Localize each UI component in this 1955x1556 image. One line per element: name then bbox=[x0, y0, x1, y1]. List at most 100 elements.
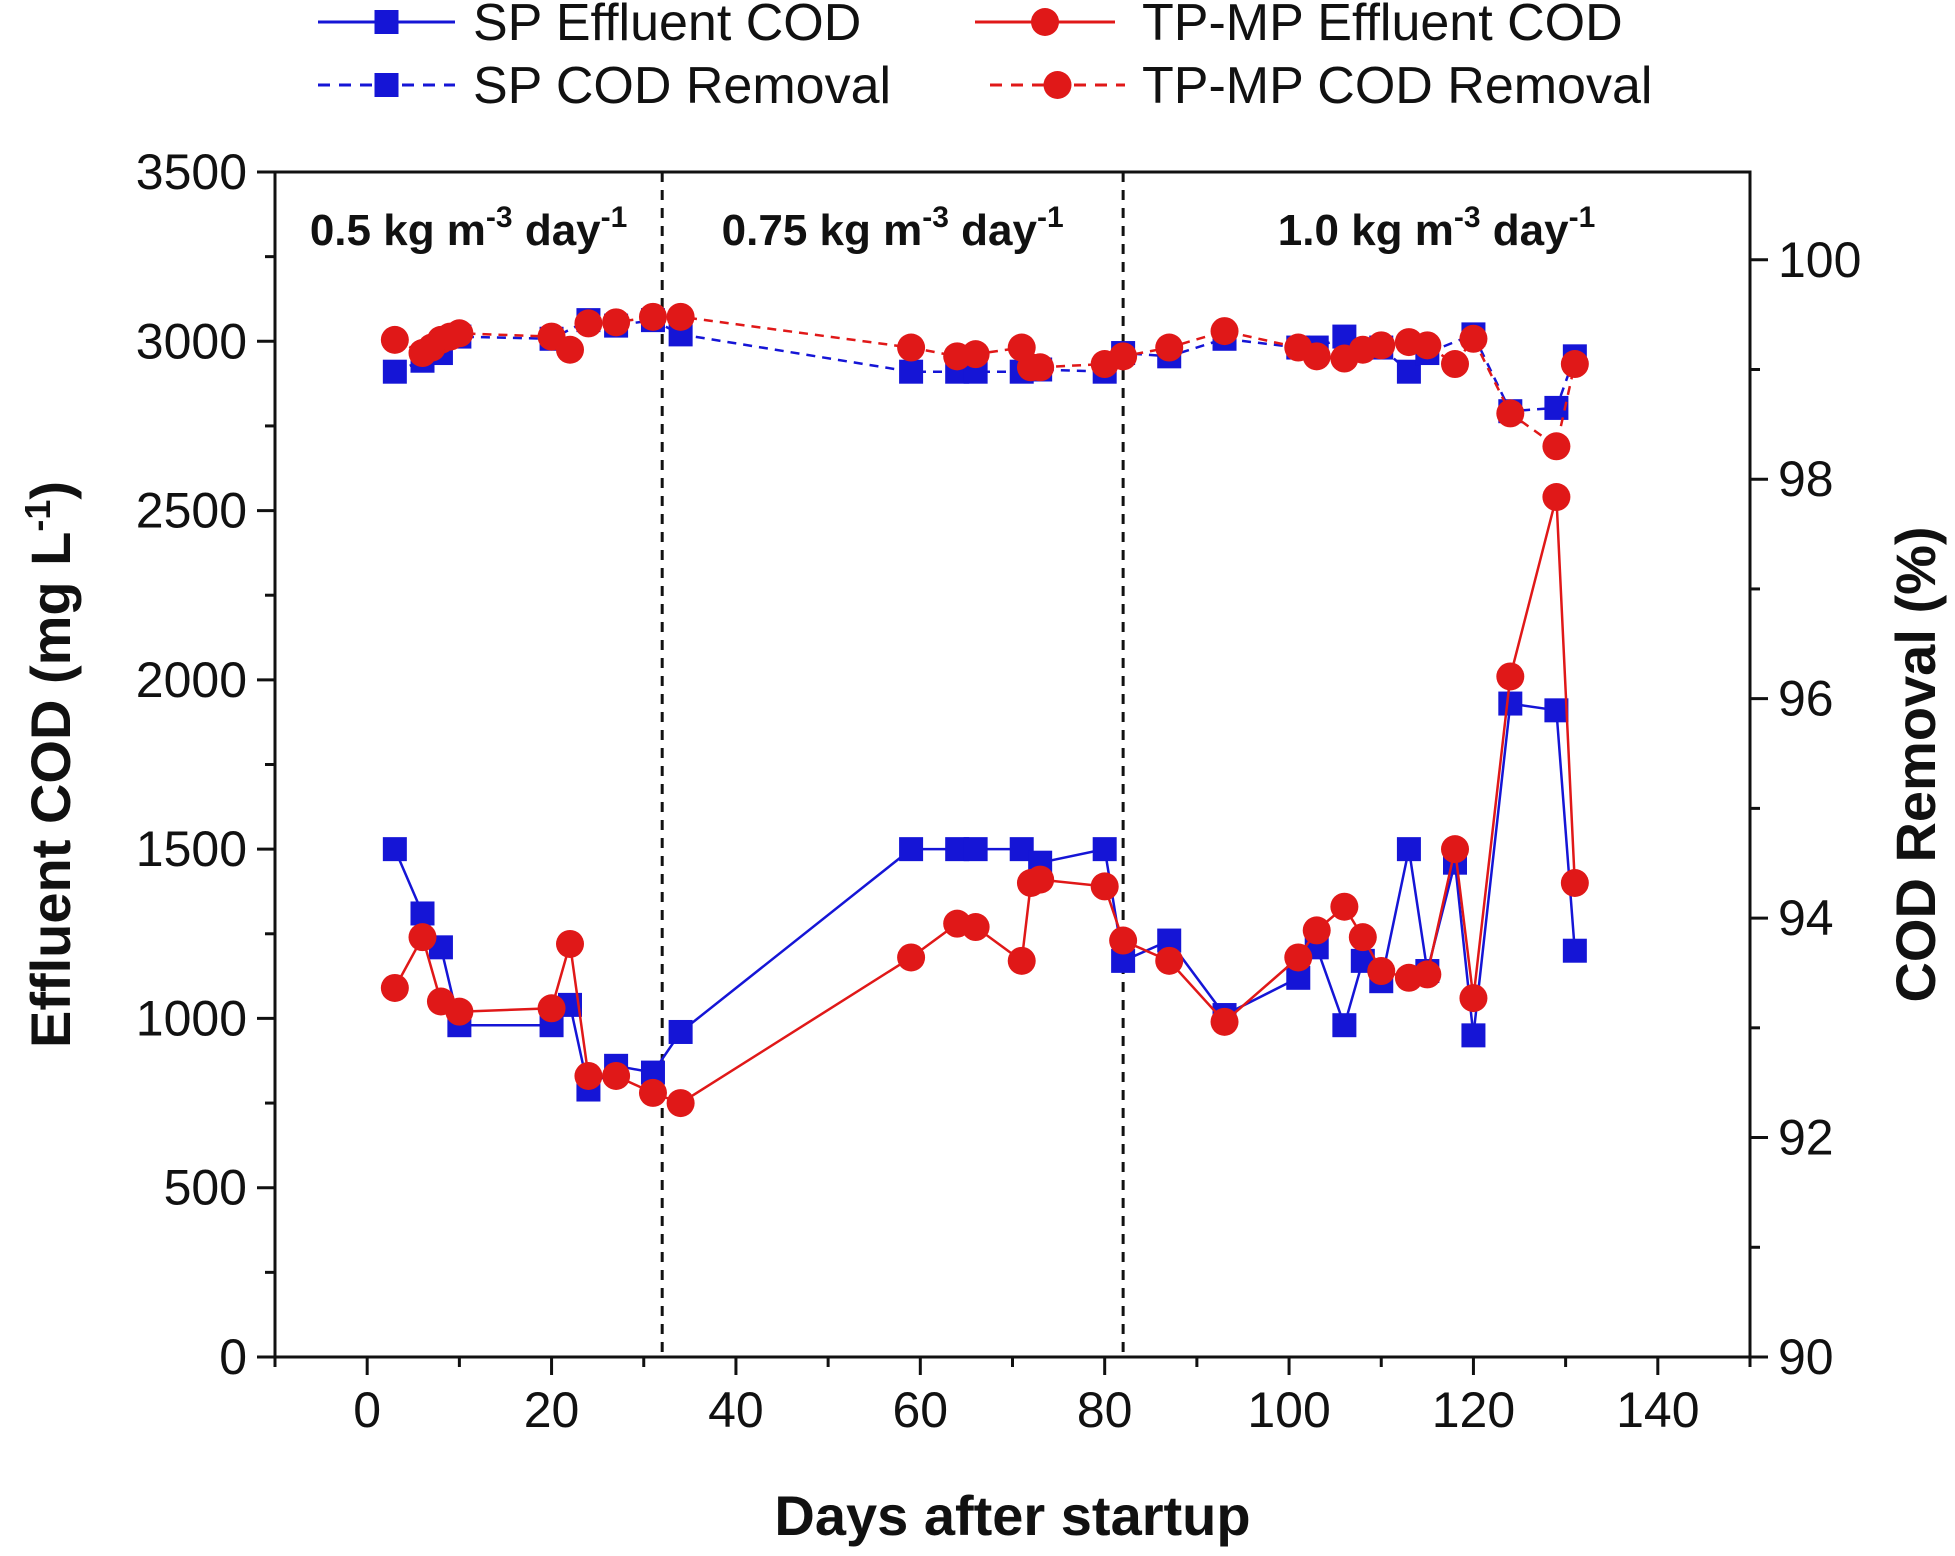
tp-mp-effluent-cod-point bbox=[1109, 926, 1138, 955]
y-left-tick-label: 2500 bbox=[136, 483, 247, 539]
tp-mp-cod-removal-point bbox=[380, 325, 409, 354]
sp-effluent-cod-point bbox=[1461, 1023, 1486, 1048]
sp-effluent-cod-point bbox=[1498, 691, 1523, 716]
sp-effluent-cod-point bbox=[668, 1019, 693, 1044]
tp-mp-effluent-cod-point bbox=[1413, 960, 1442, 989]
y-left-tick-label: 500 bbox=[164, 1160, 247, 1216]
y-right-tick-label: 94 bbox=[1778, 890, 1834, 946]
sp-effluent-cod-point bbox=[1092, 837, 1117, 862]
sp-effluent-cod-point bbox=[382, 837, 407, 862]
tp-mp-cod-removal-point bbox=[1459, 324, 1488, 353]
tp-mp-cod-removal-point bbox=[961, 340, 990, 369]
tp-mp-effluent-cod-point bbox=[556, 929, 584, 958]
legend-marker-tp-mp-effluent-cod bbox=[1031, 8, 1059, 36]
tp-mp-effluent-cod-point bbox=[1284, 943, 1313, 972]
tp-mp-effluent-cod-point bbox=[666, 1089, 695, 1118]
tp-mp-effluent-cod-point bbox=[1090, 872, 1119, 901]
tp-mp-effluent-cod-point bbox=[1496, 662, 1525, 691]
tp-mp-effluent-cod-point bbox=[1441, 835, 1469, 864]
tp-mp-cod-removal-point bbox=[1441, 350, 1469, 379]
sp-effluent-cod-line bbox=[393, 702, 1577, 1092]
tp-mp-effluent-cod-point bbox=[1007, 946, 1036, 975]
x-axis-title: Days after startup bbox=[774, 1484, 1250, 1547]
legend-marker-tp-mp-cod-removal bbox=[1043, 71, 1072, 99]
tp-mp-cod-removal-point bbox=[602, 308, 631, 337]
tp-mp-effluent-cod-point bbox=[408, 923, 437, 952]
sp-effluent-cod-point bbox=[963, 837, 988, 862]
tp-mp-effluent-cod-point bbox=[602, 1061, 631, 1090]
sp-effluent-cod-point bbox=[1562, 938, 1587, 963]
tp-mp-effluent-cod-point bbox=[1542, 483, 1571, 512]
y-left-tick-label: 2000 bbox=[136, 652, 247, 708]
tp-mp-cod-removal-point bbox=[1413, 331, 1442, 360]
tp-mp-cod-removal-point bbox=[574, 309, 603, 338]
legend-label-sp-cod-removal: SP COD Removal bbox=[473, 57, 891, 115]
tp-mp-cod-removal-point bbox=[638, 302, 667, 331]
sp-effluent-cod-point bbox=[1544, 698, 1569, 723]
tp-mp-cod-removal-point bbox=[1302, 342, 1331, 371]
tp-mp-cod-removal-point bbox=[1026, 353, 1055, 382]
y-right-tick-label: 98 bbox=[1778, 451, 1834, 507]
tp-mp-effluent-cod-point bbox=[897, 943, 926, 972]
tp-mp-cod-removal-point bbox=[1560, 350, 1589, 379]
x-tick-label: 120 bbox=[1432, 1382, 1515, 1438]
y-left-tick-label: 0 bbox=[219, 1329, 247, 1385]
x-tick-label: 140 bbox=[1616, 1382, 1699, 1438]
tp-mp-cod-removal-point bbox=[1496, 399, 1525, 428]
tp-mp-cod-removal-point bbox=[1210, 317, 1239, 346]
tp-mp-effluent-cod-point bbox=[574, 1061, 603, 1090]
x-tick-label: 60 bbox=[893, 1382, 949, 1438]
tp-mp-effluent-cod-point bbox=[1330, 892, 1359, 921]
tp-mp-effluent-cod-point bbox=[1026, 865, 1055, 894]
sp-effluent-cod-point bbox=[899, 837, 924, 862]
tp-mp-cod-removal-point bbox=[1109, 342, 1138, 371]
tp-mp-effluent-cod-point bbox=[638, 1078, 667, 1107]
sp-effluent-cod-point bbox=[410, 901, 435, 926]
tp-mp-cod-removal-point bbox=[445, 319, 474, 348]
phase-label: 0.5 kg m-3 day-1 bbox=[310, 201, 628, 255]
sp-effluent-cod-point bbox=[1332, 1013, 1357, 1038]
legend-marker-sp-effluent-cod bbox=[374, 10, 399, 34]
y-left-tick-label: 1500 bbox=[136, 821, 247, 877]
y-right-axis-title: COD Removal (%) bbox=[1884, 526, 1947, 1002]
tp-mp-cod-removal-point bbox=[1367, 331, 1396, 360]
tp-mp-effluent-cod-point bbox=[537, 994, 566, 1023]
tp-mp-effluent-cod-point bbox=[961, 913, 990, 942]
sp-cod-removal-point bbox=[899, 359, 924, 384]
tp-mp-effluent-cod-point bbox=[1560, 869, 1589, 897]
y-right-tick-label: 100 bbox=[1778, 232, 1861, 288]
x-tick-label: 0 bbox=[353, 1382, 381, 1438]
tp-mp-effluent-cod-point bbox=[445, 997, 474, 1026]
legend-marker-sp-cod-removal bbox=[374, 73, 399, 97]
tp-mp-cod-removal-point bbox=[556, 335, 584, 364]
tp-mp-cod-removal-point bbox=[1155, 333, 1184, 362]
phase-label: 1.0 kg m-3 day-1 bbox=[1278, 201, 1596, 255]
x-tick-label: 80 bbox=[1077, 1382, 1133, 1438]
legend-label-sp-effluent-cod: SP Effluent COD bbox=[473, 0, 861, 52]
y-left-axis-title: Effluent COD (mg L-1) bbox=[17, 481, 82, 1048]
x-tick-label: 100 bbox=[1247, 1382, 1330, 1438]
legend-label-tp-mp-effluent-cod: TP-MP Effluent COD bbox=[1142, 0, 1623, 52]
y-left-tick-label: 3000 bbox=[136, 313, 247, 369]
y-right-tick-label: 96 bbox=[1778, 671, 1834, 727]
tp-mp-cod-removal-point bbox=[897, 333, 926, 362]
y-left-tick-label: 1000 bbox=[136, 990, 247, 1046]
tp-mp-effluent-cod-point bbox=[1367, 957, 1396, 986]
legend-label-tp-mp-cod-removal: TP-MP COD Removal bbox=[1142, 57, 1652, 115]
y-right-tick-label: 92 bbox=[1778, 1110, 1834, 1166]
phase-label: 0.75 kg m-3 day-1 bbox=[722, 201, 1064, 255]
sp-cod-removal-point bbox=[382, 359, 407, 384]
tp-mp-cod-removal-point bbox=[1542, 432, 1571, 461]
x-tick-label: 40 bbox=[708, 1382, 764, 1438]
sp-effluent-cod-point bbox=[1396, 837, 1421, 862]
y-right-tick-label: 90 bbox=[1778, 1329, 1834, 1385]
tp-mp-effluent-cod-point bbox=[1210, 1007, 1239, 1036]
x-tick-label: 20 bbox=[524, 1382, 580, 1438]
y-left-tick-label: 3500 bbox=[136, 144, 247, 200]
tp-mp-effluent-cod-point bbox=[380, 973, 409, 1002]
tp-mp-effluent-cod-point bbox=[1348, 923, 1377, 952]
tp-mp-effluent-cod-point bbox=[1302, 916, 1331, 945]
tp-mp-effluent-cod-point bbox=[1155, 946, 1184, 975]
